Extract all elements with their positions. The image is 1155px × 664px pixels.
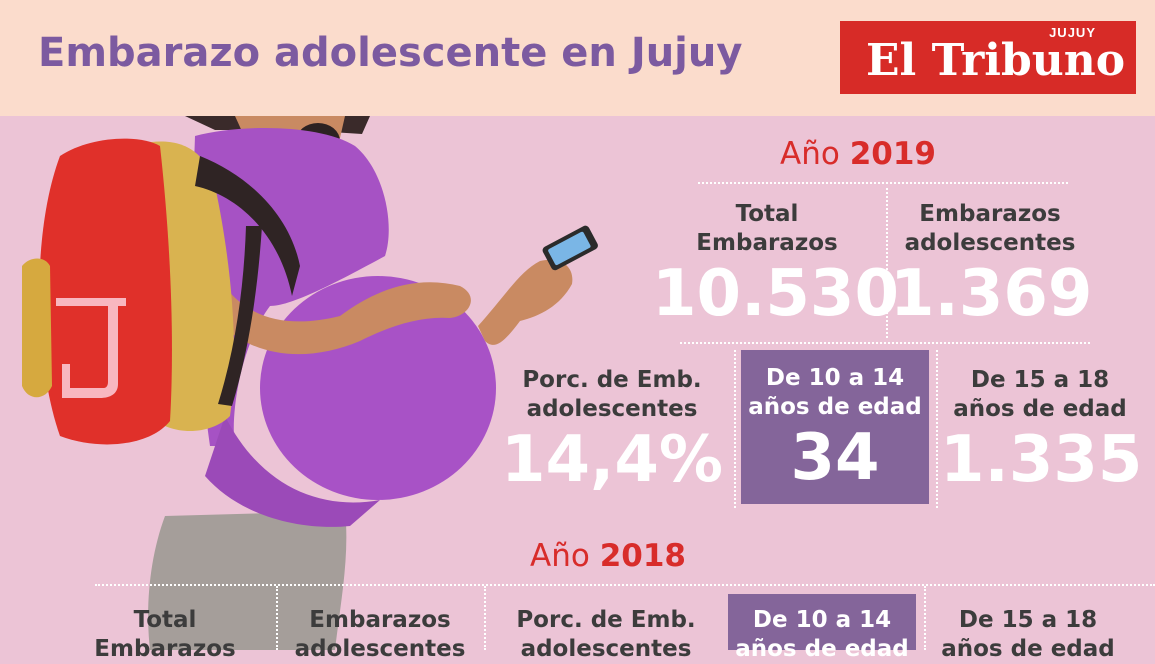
stat-15-18-2019: De 15 a 18 años de edad 1.335 bbox=[940, 366, 1143, 497]
stat-10-14-2018: De 10 a 14 años de edad bbox=[728, 594, 916, 662]
stat-label: Porc. de Emb. bbox=[522, 367, 702, 393]
stat-label: Embarazos bbox=[919, 201, 1061, 227]
stat-value: 1.369 bbox=[890, 257, 1093, 331]
stat-porcentaje-2019: Porc. de Emb. adolescentes 14,4% bbox=[496, 366, 728, 496]
stat-label: De 15 a 18 bbox=[958, 607, 1098, 633]
divider-2019-middle bbox=[680, 342, 1090, 344]
divider-vertical bbox=[276, 586, 278, 650]
page-title: Embarazo adolescente en Jujuy bbox=[38, 30, 743, 76]
year-2018-heading: Año 2018 bbox=[530, 538, 686, 574]
divider-vertical bbox=[924, 586, 926, 650]
stat-label: Total bbox=[133, 607, 197, 633]
divider-vertical bbox=[936, 350, 938, 508]
stat-value: 34 bbox=[790, 421, 880, 495]
stat-label: años de edad bbox=[748, 394, 922, 420]
divider-vertical bbox=[734, 350, 736, 508]
stat-label: De 10 a 14 bbox=[765, 365, 905, 391]
stat-porcentaje-2018: Porc. de Emb. adolescentes bbox=[488, 606, 724, 664]
stat-10-14-2019: De 10 a 14 años de edad 34 bbox=[741, 350, 929, 504]
stat-embarazos-adolescentes-2019: Embarazos adolescentes 1.369 bbox=[890, 200, 1093, 331]
stat-label: adolescentes bbox=[526, 396, 698, 422]
divider-2018-top bbox=[95, 584, 1155, 586]
el-tribuno-logo: JUJUY El Tribuno bbox=[840, 21, 1136, 94]
pregnant-teen-illustration bbox=[22, 116, 598, 650]
logo-main-text: El Tribuno bbox=[866, 35, 1126, 86]
stat-value: 10.530 bbox=[652, 257, 899, 331]
stat-label: Porc. de Emb. bbox=[516, 607, 696, 633]
header-band: Embarazo adolescente en Jujuy JUJUY El T… bbox=[0, 0, 1155, 116]
stat-value: 14,4% bbox=[500, 423, 724, 497]
stat-total-embarazos-2019: Total Embarazos 10.530 bbox=[652, 200, 899, 331]
stat-label: Embarazos bbox=[309, 607, 451, 633]
year-number: 2018 bbox=[599, 538, 686, 574]
divider-2019-top bbox=[698, 182, 1068, 184]
logo-jujuy-text: JUJUY bbox=[1049, 25, 1096, 40]
stat-total-embarazos-2018: Total Embarazos bbox=[60, 606, 270, 664]
year-number: 2019 bbox=[849, 136, 936, 172]
stat-embarazos-adolescentes-2018: Embarazos adolescentes bbox=[280, 606, 480, 664]
stat-label: años de edad bbox=[953, 396, 1127, 422]
year-2019-heading: Año 2019 bbox=[780, 136, 936, 172]
year-prefix: Año bbox=[780, 136, 840, 172]
divider-vertical bbox=[484, 586, 486, 650]
stat-label: Embarazos bbox=[696, 230, 838, 256]
year-prefix: Año bbox=[530, 538, 590, 574]
stat-value: 1.335 bbox=[940, 423, 1143, 497]
stat-label: adolescentes bbox=[904, 230, 1076, 256]
stat-15-18-2018: De 15 a 18 años de edad bbox=[928, 606, 1128, 664]
stat-label: De 10 a 14 bbox=[752, 607, 892, 633]
divider-vertical bbox=[886, 188, 888, 338]
stat-label: Total bbox=[735, 201, 799, 227]
stat-label: De 15 a 18 bbox=[970, 367, 1110, 393]
